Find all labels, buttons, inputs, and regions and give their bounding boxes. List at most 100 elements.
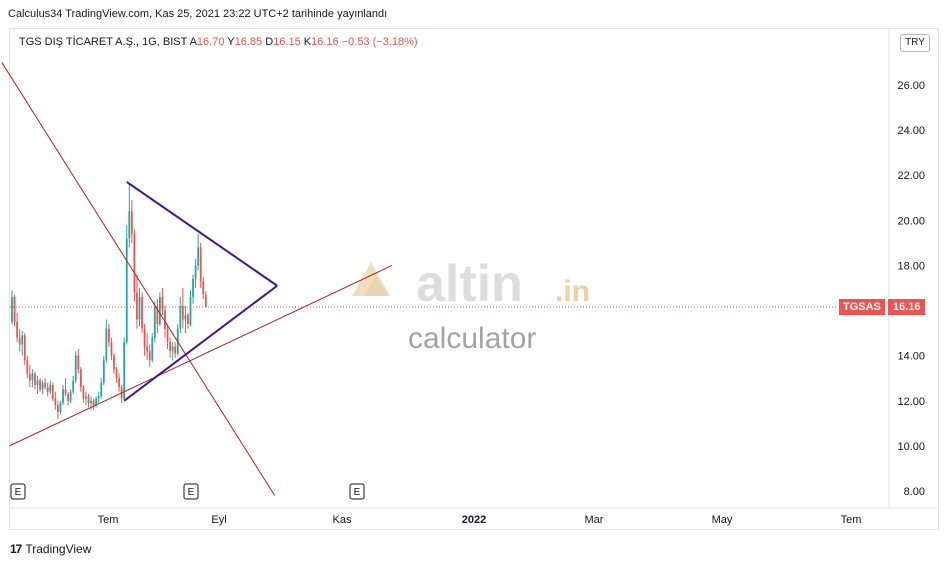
candle-body — [113, 355, 115, 370]
legend-high-label: Y — [227, 36, 235, 48]
legend-open-label: A — [189, 36, 197, 48]
x-tick-label: Eyl — [211, 514, 226, 526]
watermark-brand: altin — [416, 255, 523, 313]
candle-body — [85, 396, 87, 399]
candle-body — [181, 306, 184, 320]
footer: 17 TradingView — [10, 542, 91, 556]
earnings-marker-box — [183, 483, 199, 500]
candle-body — [13, 297, 16, 322]
candle-body — [97, 396, 100, 399]
candle-body — [125, 238, 128, 343]
trend-line-triangle-lower — [123, 284, 278, 402]
candle-body — [138, 297, 141, 320]
legend-close-value: 16.16 — [311, 36, 339, 48]
candle-body — [95, 398, 98, 406]
candle-body — [18, 337, 21, 345]
candle-body — [39, 380, 41, 390]
candle-body — [59, 403, 62, 413]
legend-close-label: K — [303, 36, 312, 48]
candle-body — [16, 321, 18, 338]
watermark: altin .in calculator — [352, 255, 590, 355]
trend-line-triangle-upper — [126, 181, 278, 287]
x-axis[interactable]: Tem Eyl Kas 2022 Mar May Tem E E E — [10, 483, 938, 526]
tradingview-logo-icon[interactable]: 17 — [10, 542, 22, 556]
candle-body — [159, 297, 161, 325]
candle-body — [64, 389, 67, 395]
y-tick-label: 24.00 — [897, 125, 925, 137]
candle-body — [128, 211, 131, 239]
x-tick-label: Kas — [333, 514, 352, 526]
candles-layer — [11, 184, 207, 419]
watermark-sub: calculator — [408, 322, 536, 355]
earnings-marker-label: E — [188, 487, 195, 498]
candle-body — [28, 373, 31, 381]
trend-line-long-uptrend — [9, 264, 393, 447]
candle-body — [199, 247, 202, 282]
candle-body — [92, 400, 95, 406]
candle-body — [202, 281, 205, 295]
candle-body — [77, 355, 80, 370]
currency-button[interactable]: TRY — [900, 34, 930, 52]
chart-legend: TGS DIŞ TİCARET A.Ş., 1G, BIST A16.70 Y 1… — [19, 36, 418, 48]
y-tick-label: 20.00 — [897, 215, 925, 227]
candle-body — [197, 247, 200, 266]
candle-body — [130, 211, 133, 234]
publish-info: Calculus34 TradingView.com, Kas 25, 2021… — [8, 8, 388, 20]
legend-low-label: D — [265, 36, 274, 48]
candle-body — [146, 346, 149, 352]
candle-body — [143, 328, 146, 347]
chart-frame — [9, 28, 939, 530]
candle-body — [151, 337, 154, 361]
candle-body — [189, 297, 192, 325]
candle-body — [115, 369, 118, 379]
y-tick-label: 18.00 — [897, 260, 925, 272]
candle-body — [184, 315, 187, 320]
legend-open-value: 16.70 — [196, 36, 225, 48]
drawings-layer — [1, 62, 393, 496]
candle-body — [136, 292, 138, 320]
candle-body — [187, 315, 189, 325]
candle-body — [72, 380, 75, 392]
candle-body — [179, 306, 182, 329]
candle-body — [105, 328, 108, 361]
candle-body — [44, 382, 47, 388]
candle-body — [21, 335, 24, 345]
earnings-marker[interactable]: E — [10, 483, 26, 500]
candle-body — [148, 351, 151, 361]
candle-body — [34, 373, 36, 385]
trend-line-long-downtrend — [1, 62, 276, 496]
candle-body — [51, 384, 54, 399]
x-tick-label: 2022 — [462, 514, 486, 526]
candle-body — [161, 297, 164, 311]
watermark-tld: .in — [555, 275, 590, 308]
candle-body — [57, 405, 59, 413]
y-tick-label: 10.00 — [897, 441, 925, 453]
candle-body — [123, 342, 126, 399]
candle-body — [171, 346, 174, 352]
candle-body — [46, 387, 49, 392]
candle-body — [110, 342, 113, 356]
earnings-marker[interactable]: E — [349, 483, 365, 500]
candle-body — [87, 396, 90, 404]
earnings-marker-label: E — [15, 487, 22, 498]
y-axis[interactable]: 8.0010.0012.0014.0016.0018.0020.0022.002… — [888, 29, 925, 508]
candle-body — [102, 360, 105, 383]
candle-body — [11, 297, 13, 322]
candle-body — [82, 387, 85, 399]
candle-body — [41, 382, 44, 390]
x-tick-label: Tem — [841, 514, 862, 526]
earnings-marker[interactable]: E — [183, 483, 199, 500]
y-tick-label: 22.00 — [897, 170, 925, 182]
watermark-logo-icon — [352, 262, 390, 296]
legend-symbol[interactable]: TGS DIŞ TİCARET A.Ş., 1G, BIST — [19, 36, 188, 48]
y-tick-label: 8.00 — [904, 486, 925, 498]
candle-body — [192, 278, 194, 298]
footer-brand[interactable]: TradingView — [25, 542, 92, 556]
candle-body — [174, 346, 177, 354]
candle-body — [90, 400, 92, 404]
candle-body — [118, 378, 120, 388]
candle-body — [164, 310, 166, 329]
x-tick-label: May — [712, 514, 733, 526]
candle-body — [169, 342, 171, 352]
